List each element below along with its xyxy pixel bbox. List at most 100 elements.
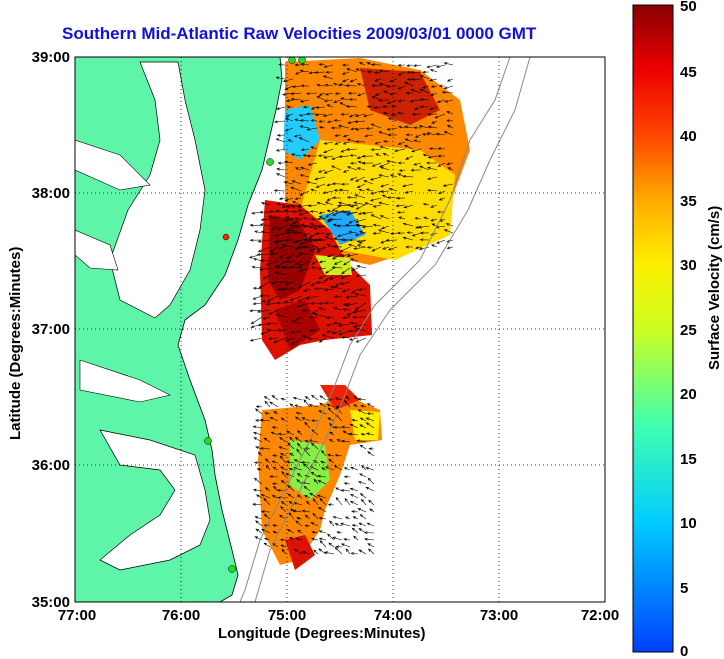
velocity-arrow	[419, 75, 430, 80]
velocity-arrow	[301, 417, 311, 422]
velocity-arrow	[367, 548, 375, 555]
velocity-arrow	[426, 64, 438, 69]
velocity-arrow	[387, 117, 398, 122]
velocity-arrow	[443, 131, 454, 136]
velocity-arrow	[270, 281, 279, 285]
velocity-arrow	[275, 313, 287, 318]
velocity-arrow	[387, 133, 398, 137]
velocity-arrow	[279, 455, 287, 464]
velocity-arrow	[345, 211, 359, 216]
velocity-arrow	[304, 421, 311, 429]
velocity-arrow	[425, 161, 438, 165]
velocity-arrow	[298, 260, 311, 267]
velocity-arrow	[284, 197, 294, 202]
velocity-arrow	[291, 180, 302, 185]
velocity-arrow	[361, 464, 367, 471]
velocity-arrow	[340, 336, 351, 339]
velocity-arrow	[313, 549, 319, 555]
velocity-arrow	[438, 84, 446, 88]
velocity-arrow	[293, 134, 302, 138]
velocity-arrow	[422, 153, 430, 157]
velocity-arrow	[260, 218, 271, 222]
velocity-arrow	[255, 528, 263, 534]
velocity-arrow	[422, 202, 430, 206]
velocity-arrow	[285, 225, 295, 232]
velocity-arrow	[294, 316, 303, 321]
velocity-arrow	[294, 63, 302, 67]
velocity-arrow	[386, 160, 398, 164]
velocity-arrow	[272, 454, 279, 458]
velocity-arrow	[356, 244, 366, 248]
velocity-arrow	[436, 99, 446, 104]
velocity-arrow	[299, 119, 310, 123]
velocity-arrow	[286, 105, 294, 109]
velocity-arrow	[320, 460, 327, 464]
velocity-arrow	[271, 495, 279, 499]
velocity-arrow	[308, 246, 319, 252]
velocity-arrow	[361, 225, 374, 229]
velocity-arrow	[380, 225, 390, 230]
velocity-arrow	[262, 274, 271, 280]
velocity-arrow	[333, 426, 343, 429]
velocity-arrow	[276, 133, 286, 137]
velocity-arrow	[355, 176, 366, 182]
velocity-arrow	[256, 468, 263, 471]
velocity-arrow	[327, 533, 335, 541]
velocity-arrow	[396, 231, 406, 235]
velocity-arrow	[342, 316, 351, 320]
y-tick-label: 36:00	[32, 457, 70, 474]
velocity-arrow	[260, 510, 271, 514]
velocity-arrow	[333, 321, 343, 325]
velocity-arrow	[349, 176, 358, 181]
velocity-arrow	[397, 71, 406, 76]
velocity-arrow	[276, 167, 286, 171]
velocity-arrow	[368, 499, 375, 506]
velocity-arrow	[339, 246, 351, 252]
velocity-arrow	[289, 403, 295, 408]
velocity-arrow	[271, 482, 279, 486]
colorbar-tick-label: 15	[680, 451, 697, 468]
velocity-arrow	[314, 176, 326, 181]
velocity-arrow	[389, 78, 398, 83]
velocity-arrow	[350, 204, 359, 208]
velocity-arrow	[437, 147, 446, 151]
velocity-arrow	[430, 232, 438, 236]
velocity-arrow	[309, 225, 318, 229]
velocity-arrow	[277, 161, 286, 165]
velocity-arrow	[427, 188, 438, 192]
velocity-arrow	[397, 99, 406, 103]
velocity-arrow	[336, 204, 351, 208]
velocity-arrow	[259, 259, 271, 263]
velocity-arrow	[281, 470, 287, 478]
velocity-arrow	[301, 309, 311, 313]
velocity-arrow	[324, 288, 335, 292]
velocity-arrow	[316, 201, 327, 206]
velocity-arrow	[397, 111, 406, 115]
velocity-arrow	[429, 69, 438, 73]
velocity-arrow	[314, 287, 327, 291]
velocity-arrow	[344, 498, 351, 506]
velocity-arrow	[249, 309, 263, 313]
velocity-arrow	[338, 155, 350, 159]
velocity-arrow	[354, 302, 367, 311]
velocity-arrow	[421, 133, 430, 136]
velocity-arrow	[297, 429, 303, 436]
velocity-arrow	[398, 168, 406, 172]
velocity-arrow	[310, 471, 319, 478]
velocity-arrow	[365, 487, 375, 492]
velocity-arrow	[295, 520, 303, 527]
velocity-arrow	[414, 246, 422, 250]
velocity-arrow	[301, 551, 311, 555]
velocity-arrow	[256, 253, 271, 257]
plot-frame	[74, 56, 606, 603]
velocity-arrow	[310, 119, 318, 123]
velocity-arrow	[262, 316, 271, 320]
velocity-arrow	[380, 183, 390, 188]
x-tick-label: 76:00	[162, 607, 200, 624]
velocity-arrow	[382, 140, 390, 144]
velocity-arrow	[319, 395, 327, 401]
velocity-arrow	[273, 239, 287, 243]
velocity-arrow	[326, 120, 334, 124]
velocity-arrow	[356, 83, 366, 87]
velocity-arrow	[303, 463, 311, 471]
